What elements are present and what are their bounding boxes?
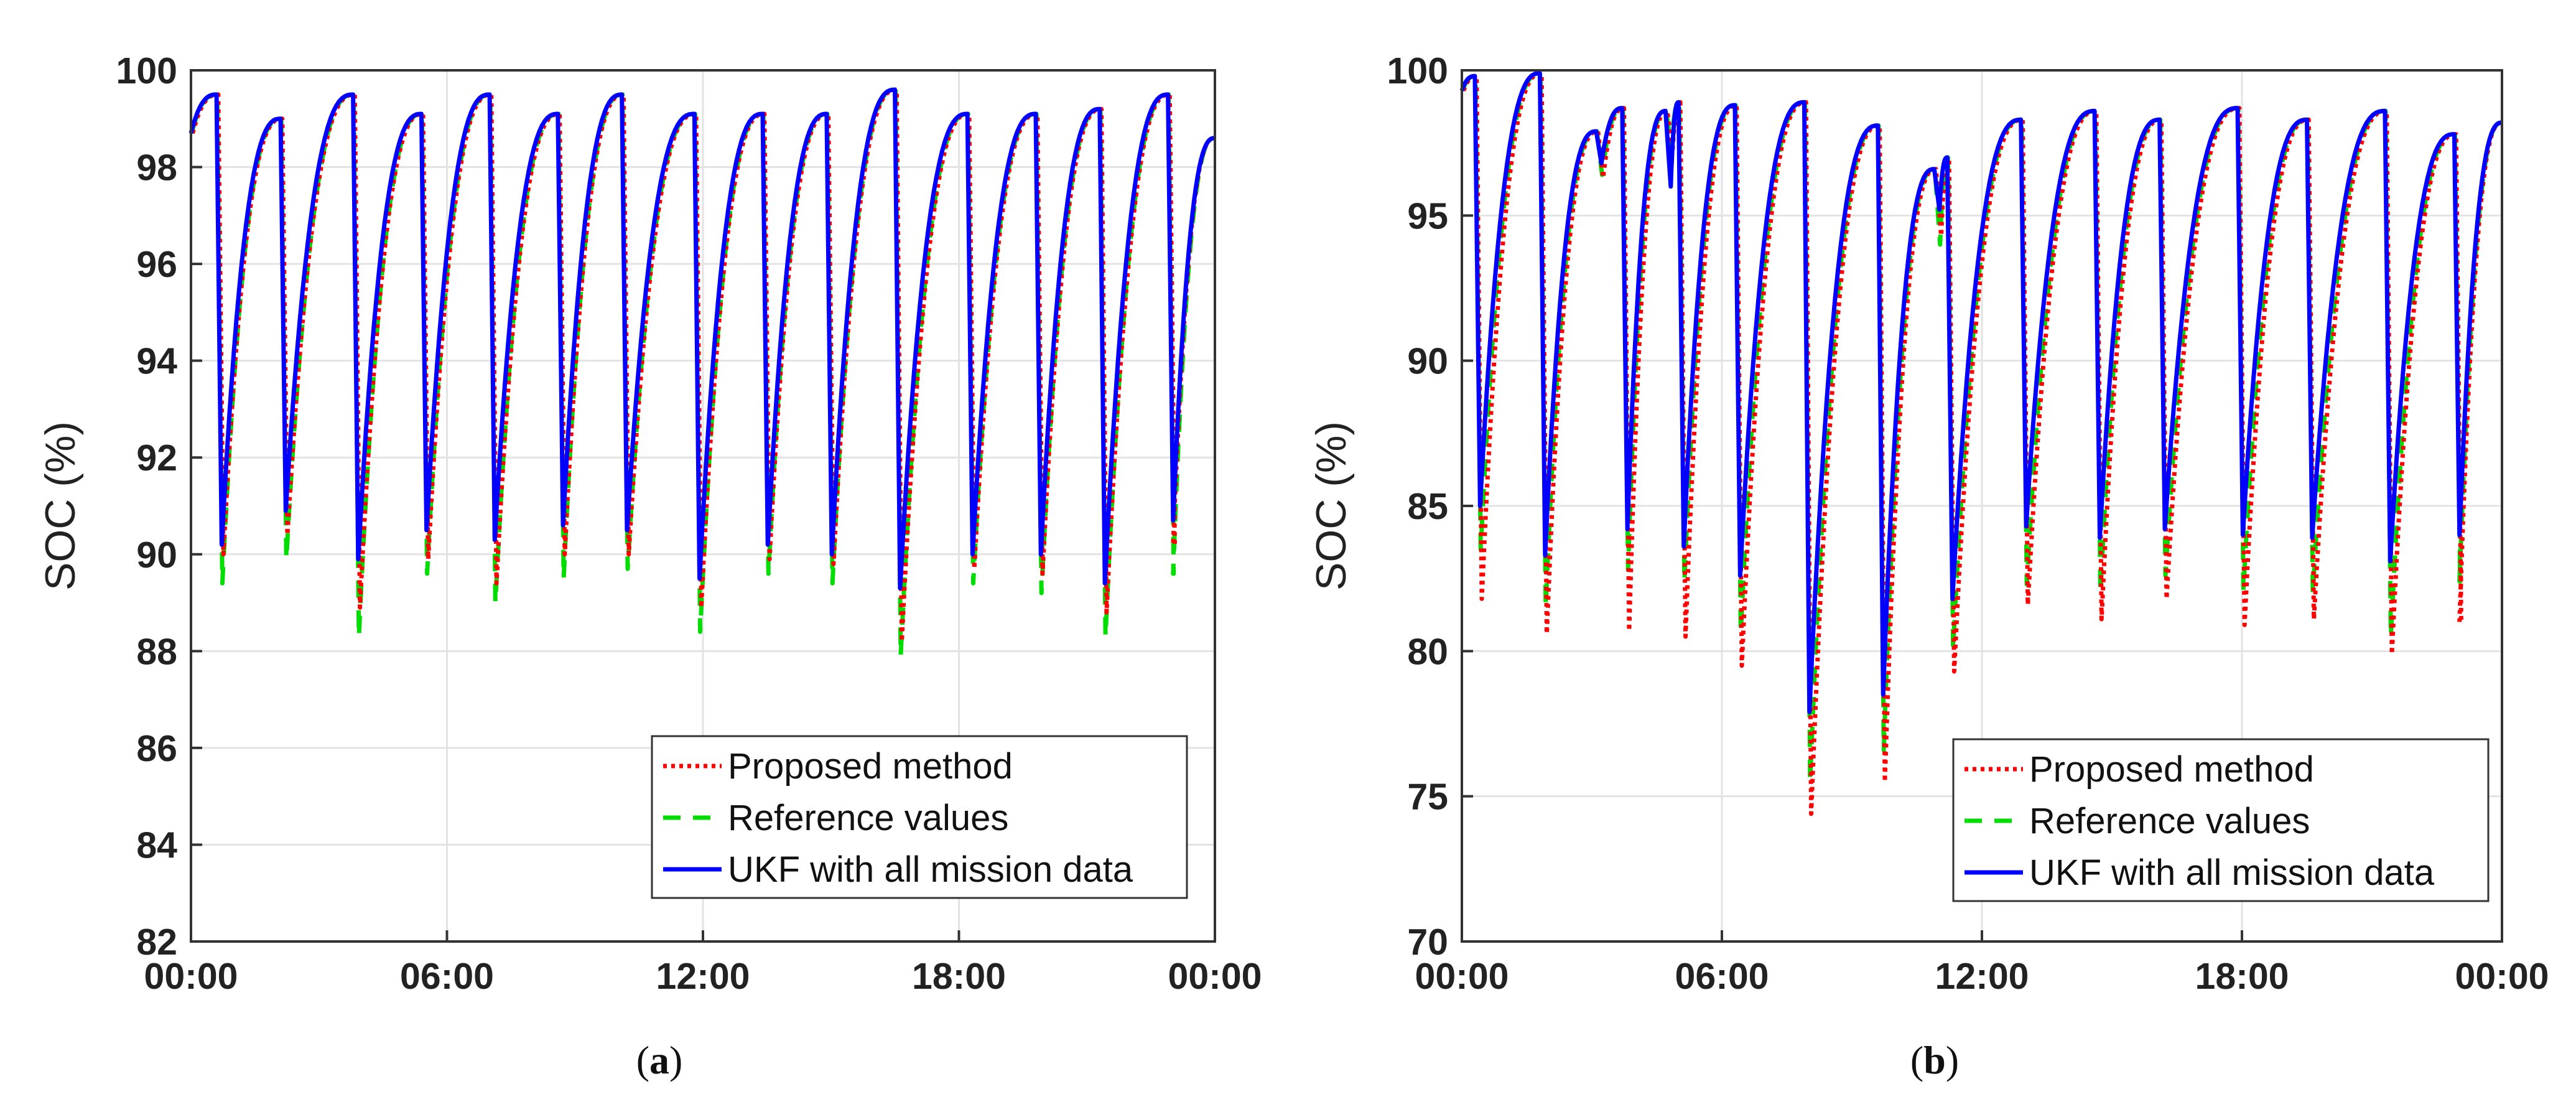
- legend-entry: UKF with all mission data: [728, 849, 1133, 890]
- legend-entry: Proposed method: [2029, 749, 2314, 790]
- legend: Proposed method Reference values UKF with …: [651, 735, 1188, 899]
- x-tick-label: 06:00: [1675, 956, 1769, 997]
- x-tick-label: 06:00: [400, 956, 494, 997]
- x-tick-label: 00:00: [144, 956, 238, 997]
- y-tick-label: 90: [1407, 341, 1448, 382]
- legend-entry: UKF with all mission data: [2029, 853, 2435, 893]
- panel-b: 70 75 80 85 90 95 100 00:00 06:00 12:00 18:00 00:00…: [1308, 50, 2549, 1082]
- x-tick-label: 18:00: [912, 956, 1006, 997]
- y-tick-label: 86: [136, 728, 177, 769]
- y-tick-label: 80: [1407, 631, 1448, 672]
- panel-caption: (a): [636, 1038, 683, 1082]
- legend: Proposed method Reference values UKF with …: [1952, 738, 2490, 902]
- legend-entry: Proposed method: [728, 746, 1013, 787]
- x-tick-label: 12:00: [656, 956, 750, 997]
- y-tick-label: 85: [1407, 486, 1448, 527]
- y-tick-label: 100: [1387, 50, 1448, 91]
- x-tick-label: 00:00: [2455, 956, 2549, 997]
- y-tick-label: 100: [116, 50, 177, 91]
- y-axis-label: SOC (%): [37, 421, 84, 591]
- legend-box: [1952, 738, 2490, 902]
- series-line-ukf-with-all-mission-data: [188, 87, 1216, 591]
- y-axis-label: SOC (%): [1308, 421, 1355, 591]
- legend-box: [651, 735, 1188, 899]
- x-tick-label: 12:00: [1935, 956, 2029, 997]
- y-tick-label: 70: [1407, 922, 1448, 963]
- y-tick-label: 84: [136, 825, 177, 866]
- x-tick-label: 18:00: [2195, 956, 2289, 997]
- x-tick-label: 00:00: [1168, 956, 1262, 997]
- y-tick-label: 90: [136, 535, 177, 576]
- panel-caption: (b): [1910, 1038, 1959, 1082]
- legend-entry: Reference values: [2029, 801, 2310, 841]
- legend-entry: Reference values: [728, 798, 1008, 838]
- y-tick-label: 92: [136, 437, 177, 479]
- panel-a: 82 84 86 88 90 92 94 96 98 100 00:00 06:00 12:00 18:0…: [37, 50, 1262, 1082]
- y-tick-label: 94: [136, 341, 177, 382]
- x-tick-label: 00:00: [1415, 956, 1509, 997]
- y-tick-label: 75: [1407, 777, 1448, 818]
- y-tick-label: 96: [136, 244, 177, 285]
- y-tick-label: 95: [1407, 195, 1448, 236]
- series-line-ukf-with-all-mission-data: [1459, 71, 2503, 714]
- y-tick-label: 88: [136, 631, 177, 672]
- y-tick-label: 82: [136, 922, 177, 963]
- y-tick-label: 98: [136, 147, 177, 189]
